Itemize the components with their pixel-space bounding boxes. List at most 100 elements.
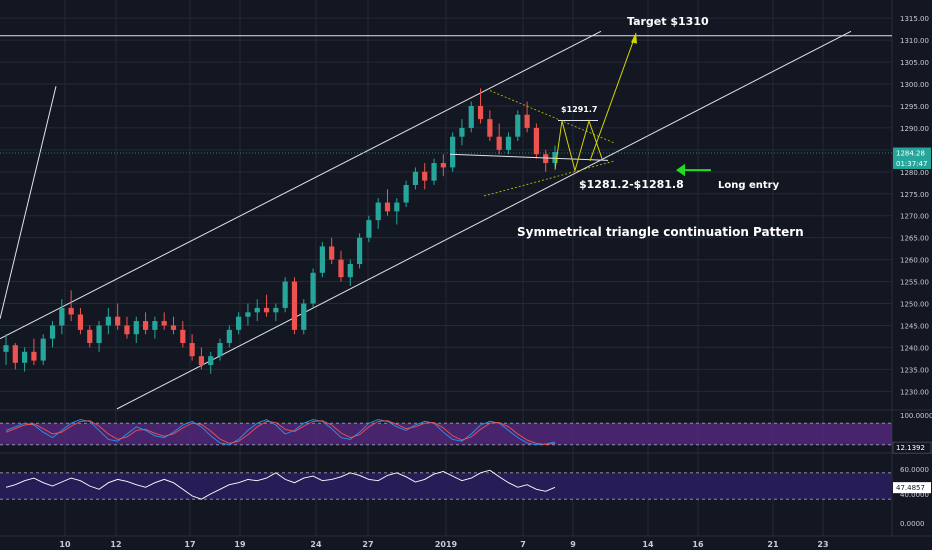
rsi-tick-label: 40.0000 <box>900 491 929 499</box>
candle <box>105 316 111 326</box>
candle <box>273 307 279 313</box>
candle <box>496 136 502 150</box>
candle <box>384 202 391 212</box>
x-tick-label: 10 <box>59 540 71 549</box>
x-tick-label: 16 <box>692 540 704 549</box>
candle <box>515 114 521 137</box>
candle <box>161 321 167 326</box>
candle <box>440 163 446 168</box>
candle <box>3 345 9 352</box>
candle <box>96 325 102 344</box>
candle <box>208 356 214 365</box>
x-tick-label: 24 <box>310 540 322 549</box>
y-tick-label: 1275.00 <box>900 191 929 199</box>
grid <box>0 0 932 536</box>
triangle-lower-line <box>483 160 616 197</box>
x-tick-label: 23 <box>817 540 828 549</box>
y-tick-label: 1295.00 <box>900 103 929 111</box>
projection-zigzag <box>554 119 603 173</box>
rsi-value-text: 47.4857 <box>896 484 925 492</box>
candle <box>366 220 372 238</box>
candle <box>12 345 18 363</box>
x-tick-label: 7 <box>520 540 526 549</box>
y-tick-label: 1290.00 <box>900 125 929 133</box>
candle <box>468 105 474 128</box>
y-tick-label: 1255.00 <box>900 279 929 287</box>
candle <box>245 312 251 317</box>
price-badge-text: 01:37:47 <box>896 160 927 168</box>
target-projection-line <box>589 33 637 162</box>
candle <box>152 321 158 330</box>
stochastic-d-line <box>5 420 556 445</box>
candle <box>403 184 409 203</box>
indicator-lines <box>5 419 556 500</box>
candle <box>329 246 335 260</box>
rsi-tick-label: 60.0000 <box>900 466 929 474</box>
x-tick-label: 19 <box>234 540 246 549</box>
y-tick-label: 1305.00 <box>900 59 929 67</box>
candle <box>22 351 28 363</box>
x-tick-label: 17 <box>184 540 195 549</box>
candle <box>487 119 493 137</box>
rsi-band <box>0 472 892 500</box>
candle <box>40 338 46 361</box>
channel-line <box>116 30 852 410</box>
candle <box>394 202 400 212</box>
price-badge <box>893 157 931 169</box>
stochastic-tick-label: 100.0000 <box>900 412 932 420</box>
price-badge-text: 1284.28 <box>896 150 925 158</box>
candle <box>356 237 363 265</box>
candle <box>310 272 316 304</box>
y-tick-label: 1245.00 <box>900 322 929 330</box>
candle <box>552 152 558 164</box>
candles <box>3 88 558 374</box>
candle <box>87 329 93 344</box>
candle <box>68 307 74 315</box>
x-tick-label: 21 <box>767 540 779 549</box>
candle <box>180 329 186 344</box>
y-tick-label: 1240.00 <box>900 344 929 352</box>
candle <box>301 303 307 330</box>
candle <box>543 154 549 164</box>
rsi-value-badge <box>893 482 931 494</box>
x-tick-label: 2019 <box>435 540 458 549</box>
candle <box>254 307 260 313</box>
candle <box>124 325 130 335</box>
candle <box>115 316 121 326</box>
candle <box>375 202 381 221</box>
candle <box>347 264 353 278</box>
axes: 1230.00 1235.00 1240.00 1245.00 1250.00 1255.… <box>0 15 932 549</box>
candle <box>142 321 149 330</box>
candle <box>533 127 539 155</box>
y-tick-label: 1230.00 <box>900 388 929 396</box>
channel-line <box>0 86 57 320</box>
candle <box>319 246 325 273</box>
x-tick-label: 12 <box>110 540 121 549</box>
candle <box>31 351 37 361</box>
candle <box>236 316 242 330</box>
annotations: Target $1310 $1291.7 $1281.2-$1281.8 Lon… <box>517 15 804 239</box>
y-tick-label: 1260.00 <box>900 257 929 265</box>
price-badge <box>893 147 931 159</box>
candle <box>431 163 437 181</box>
y-tick-label: 1265.00 <box>900 235 929 243</box>
stochastic-value-badge <box>892 441 932 454</box>
candle <box>217 343 223 357</box>
y-tick-label: 1280.00 <box>900 169 929 177</box>
candle <box>477 105 484 120</box>
candle <box>49 325 56 339</box>
candle <box>450 136 456 168</box>
candle <box>412 171 419 185</box>
entry-label: $1281.2-$1281.8 <box>579 178 684 191</box>
candle <box>59 307 65 326</box>
candle <box>505 136 512 150</box>
entry-arrow-head <box>676 163 685 177</box>
candle <box>133 321 139 335</box>
y-tick-label: 1235.00 <box>900 366 929 374</box>
y-tick-label: 1315.00 <box>900 15 929 23</box>
candle <box>189 343 195 357</box>
peak-level-label: $1291.7 <box>561 105 597 114</box>
candle <box>226 329 232 344</box>
